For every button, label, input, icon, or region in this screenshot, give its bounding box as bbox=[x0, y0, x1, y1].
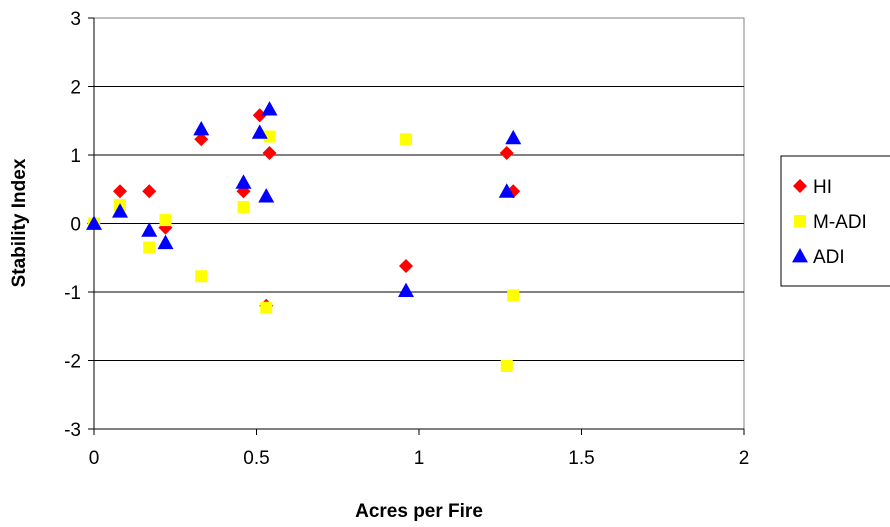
x-tick-label: 1.5 bbox=[568, 448, 594, 469]
y-tick-label: -2 bbox=[64, 352, 81, 373]
data-point-adi bbox=[86, 215, 102, 230]
legend-marker-hi bbox=[793, 179, 807, 193]
data-point-adi bbox=[258, 188, 275, 203]
legend-label-hi: HI bbox=[813, 177, 832, 198]
data-point-adi bbox=[498, 183, 515, 198]
legend-label-m-adi: M-ADI bbox=[813, 212, 867, 233]
y-tick-label: 3 bbox=[70, 9, 81, 30]
data-point-m-adi bbox=[507, 289, 520, 302]
x-tick-label: 0.5 bbox=[243, 448, 269, 469]
data-point-hi bbox=[142, 184, 157, 199]
data-point-adi bbox=[112, 203, 128, 218]
data-point-adi bbox=[193, 120, 210, 136]
y-tick-label: 1 bbox=[70, 146, 81, 167]
y-tick-label: -3 bbox=[64, 420, 81, 441]
data-point-adi bbox=[261, 101, 278, 116]
data-point-m-adi bbox=[143, 241, 156, 254]
data-point-hi bbox=[252, 108, 267, 123]
legend-items: HI M-ADI ADI bbox=[792, 177, 867, 268]
y-tick-labels: 3 2 1 0 -1 -2 -3 bbox=[64, 9, 81, 441]
data-points bbox=[86, 101, 522, 372]
data-point-m-adi bbox=[195, 270, 208, 283]
y-tick-label: -1 bbox=[64, 283, 81, 304]
data-point-hi bbox=[499, 145, 514, 160]
data-point-adi bbox=[251, 124, 268, 139]
legend: HI M-ADI ADI bbox=[780, 155, 890, 287]
data-point-adi bbox=[157, 234, 174, 250]
data-point-m-adi bbox=[400, 133, 412, 146]
data-point-m-adi bbox=[260, 301, 273, 314]
x-tick-labels: 0 0.5 1 1.5 2 bbox=[89, 448, 750, 469]
data-point-m-adi bbox=[237, 201, 250, 214]
data-point-hi bbox=[399, 258, 413, 273]
legend-marker-m-adi bbox=[794, 215, 806, 227]
legend-label-adi: ADI bbox=[813, 247, 845, 268]
data-point-m-adi bbox=[500, 359, 513, 372]
y-tick-label: 0 bbox=[70, 215, 81, 236]
x-tick-label: 0 bbox=[89, 448, 100, 469]
data-point-adi bbox=[505, 129, 522, 145]
gridlines bbox=[94, 86, 744, 361]
x-axis-title: Acres per Fire bbox=[355, 501, 483, 522]
data-point-adi bbox=[141, 222, 158, 237]
data-point-hi bbox=[262, 145, 277, 160]
x-tick-label: 2 bbox=[739, 448, 750, 469]
y-axis-title: Stability Index bbox=[9, 158, 30, 287]
y-tick-label: 2 bbox=[70, 78, 81, 99]
data-point-m-adi bbox=[159, 214, 172, 227]
series-adi-points bbox=[86, 101, 522, 298]
data-point-hi bbox=[194, 132, 209, 147]
x-tick-label: 1 bbox=[414, 448, 425, 469]
data-point-adi bbox=[398, 282, 414, 298]
data-point-hi bbox=[113, 184, 127, 199]
data-point-m-adi bbox=[263, 130, 276, 143]
legend-marker-adi bbox=[792, 248, 808, 263]
data-point-adi bbox=[235, 174, 252, 189]
